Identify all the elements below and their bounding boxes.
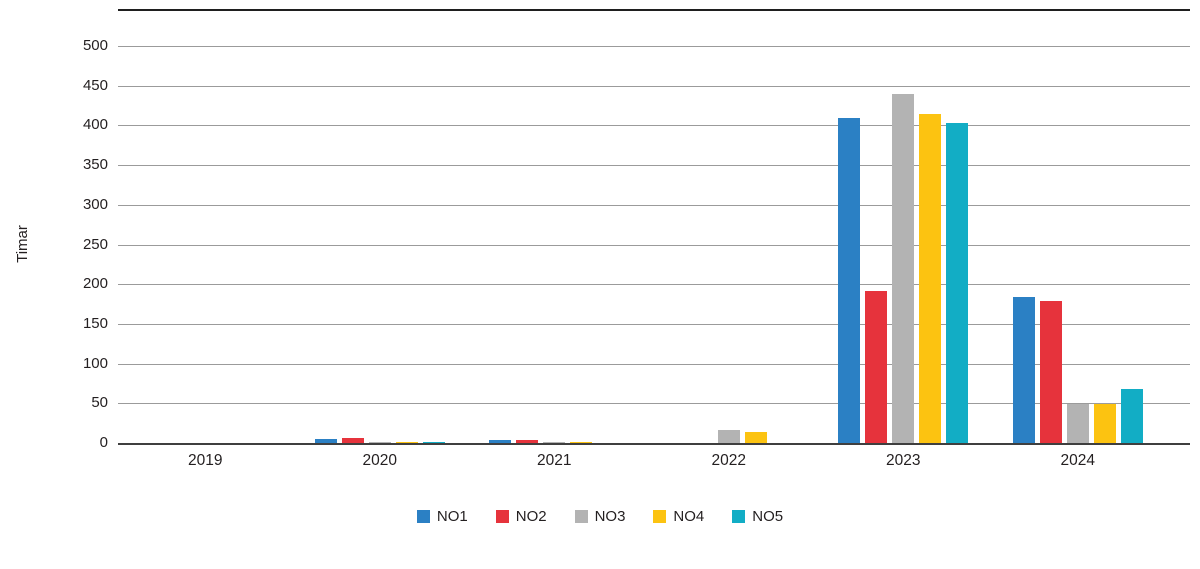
plot-area bbox=[118, 10, 1165, 444]
gridline-100 bbox=[118, 363, 1190, 365]
legend-entry-NO3[interactable]: NO3 bbox=[574, 508, 626, 525]
bar-NO1-2021[interactable] bbox=[489, 440, 512, 444]
legend: NO1 NO2 NO3 NO4 NO5 bbox=[0, 508, 1200, 525]
x-tick-label-2024: 2024 bbox=[1060, 452, 1095, 469]
y-tick-label-500: 500 bbox=[82, 37, 108, 54]
gridline-300 bbox=[118, 204, 1190, 206]
bar-NO4-2022[interactable] bbox=[744, 432, 767, 444]
legend-entry-NO4[interactable]: NO4 bbox=[653, 508, 704, 525]
y-tick-label-300: 300 bbox=[82, 195, 108, 213]
legend-swatch-NO1 bbox=[416, 510, 430, 523]
legend-label-NO4: NO4 bbox=[673, 508, 705, 525]
plot-top-border bbox=[118, 9, 1190, 11]
legend-swatch-NO4 bbox=[653, 510, 667, 523]
bar-NO2-2023[interactable] bbox=[865, 291, 888, 444]
bar-NO2-2021[interactable] bbox=[516, 440, 539, 444]
legend-entry-NO1[interactable]: NO1 bbox=[416, 508, 468, 525]
bar-group-2021 bbox=[467, 10, 642, 444]
y-tick-label-200: 200 bbox=[82, 275, 108, 293]
y-tick-label-50: 50 bbox=[91, 394, 108, 412]
y-tick-label-400: 400 bbox=[82, 116, 108, 134]
bar-NO3-2024[interactable] bbox=[1066, 404, 1089, 444]
bar-group-2023 bbox=[816, 10, 991, 444]
legend-swatch-NO5 bbox=[732, 510, 746, 523]
bar-group-2022 bbox=[642, 10, 817, 444]
legend-swatch-NO3 bbox=[574, 510, 588, 523]
bar-group-2024 bbox=[991, 10, 1166, 444]
bar-group-2019 bbox=[118, 10, 293, 444]
y-tick-label-450: 450 bbox=[82, 76, 108, 94]
x-tick-label-2019: 2019 bbox=[188, 452, 223, 469]
gridline-250 bbox=[118, 244, 1190, 246]
bar-NO1-2020[interactable] bbox=[314, 439, 337, 444]
bar-NO3-2023[interactable] bbox=[892, 94, 915, 444]
x-axis-category-labels: 2019 2020 2021 2022 2023 2024 bbox=[118, 452, 1165, 470]
bar-NO1-2023[interactable] bbox=[838, 118, 861, 444]
y-tick-label-150: 150 bbox=[82, 314, 108, 332]
x-tick-label-2023: 2023 bbox=[886, 452, 921, 469]
y-tick-label-250: 250 bbox=[82, 235, 108, 253]
bar-NO3-2022[interactable] bbox=[717, 430, 740, 444]
x-tick-label-2021: 2021 bbox=[537, 452, 572, 469]
bar-NO5-2024[interactable] bbox=[1120, 389, 1143, 444]
gridline-350 bbox=[118, 165, 1190, 167]
legend-entry-NO5[interactable]: NO5 bbox=[732, 508, 783, 525]
y-tick-label-0: 0 bbox=[99, 434, 108, 451]
legend-label-NO5: NO5 bbox=[752, 508, 784, 525]
x-axis-line bbox=[118, 443, 1190, 445]
bar-NO4-2023[interactable] bbox=[919, 114, 942, 444]
legend-label-NO1: NO1 bbox=[436, 508, 468, 525]
gridline-500 bbox=[118, 46, 1190, 47]
legend-swatch-NO2 bbox=[495, 510, 509, 523]
gridline-50 bbox=[118, 403, 1190, 405]
bar-NO2-2020[interactable] bbox=[341, 438, 364, 444]
bar-NO4-2024[interactable] bbox=[1093, 404, 1116, 444]
gridline-400 bbox=[118, 125, 1190, 127]
bar-NO1-2024[interactable] bbox=[1012, 297, 1035, 444]
gridline-150 bbox=[118, 323, 1190, 325]
legend-label-NO2: NO2 bbox=[515, 508, 547, 525]
x-tick-label-2020: 2020 bbox=[362, 452, 397, 469]
y-tick-label-100: 100 bbox=[82, 354, 108, 372]
legend-label-NO3: NO3 bbox=[594, 508, 626, 525]
legend-entry-NO2[interactable]: NO2 bbox=[495, 508, 547, 525]
gridline-200 bbox=[118, 284, 1190, 286]
bar-NO2-2024[interactable] bbox=[1039, 301, 1062, 444]
bar-NO5-2023[interactable] bbox=[946, 123, 969, 444]
bar-group-2020 bbox=[293, 10, 468, 444]
y-tick-label-350: 350 bbox=[82, 156, 108, 174]
x-tick-label-2022: 2022 bbox=[711, 452, 746, 469]
gridline-450 bbox=[118, 85, 1190, 87]
